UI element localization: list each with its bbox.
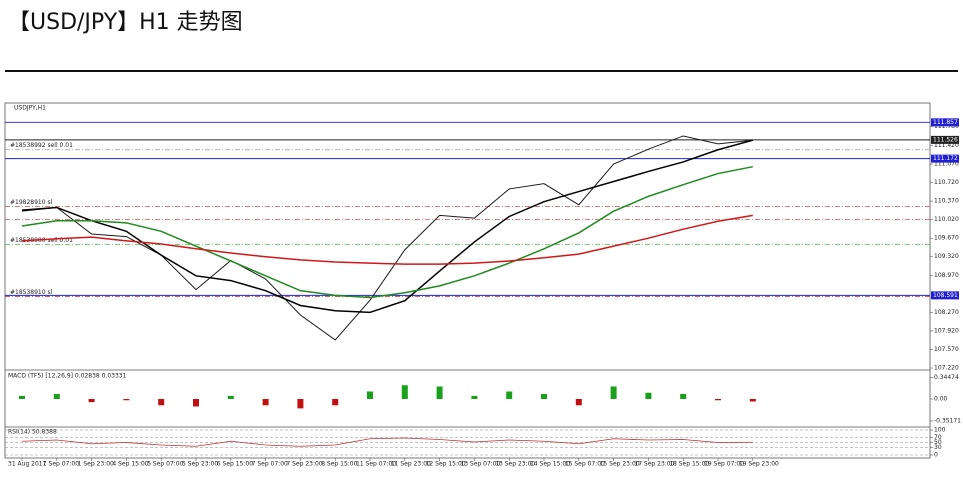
macd-bar bbox=[471, 395, 478, 399]
y-tick-label: 110.020 bbox=[934, 216, 959, 223]
x-tick-label: 5 Sep 23:00 bbox=[182, 461, 218, 468]
level-label: 111.526 bbox=[933, 136, 958, 143]
y-tick-label: 109.670 bbox=[934, 235, 959, 242]
x-tick-label: 12 Sep 15:00 bbox=[426, 461, 466, 468]
title-rule bbox=[5, 70, 958, 72]
macd-bar bbox=[19, 395, 25, 399]
macd-bar bbox=[749, 399, 756, 402]
y-tick-label: 0.34474 bbox=[934, 374, 959, 381]
x-tick-label: 13 Sep 23:00 bbox=[495, 461, 535, 468]
series-line bbox=[21, 165, 753, 299]
y-tick-label: 108.270 bbox=[934, 309, 959, 316]
x-tick-label: 17 Sep 23:00 bbox=[634, 461, 674, 468]
y-tick-label: 109.320 bbox=[934, 253, 959, 260]
order-label: #18538900 sell 0.01 bbox=[10, 237, 73, 244]
level-label: 111.857 bbox=[933, 119, 958, 126]
macd-bar bbox=[123, 399, 130, 401]
macd-bar bbox=[715, 399, 721, 401]
x-tick-label: 19 Sep 23:00 bbox=[739, 461, 779, 468]
macd-bar bbox=[575, 399, 582, 406]
x-tick-label: 4 Sep 15:00 bbox=[112, 461, 148, 468]
y-tick-label: 111.420 bbox=[934, 142, 959, 149]
y-tick-label: 110.720 bbox=[934, 179, 959, 186]
order-label: #18538992 sell 0.01 bbox=[10, 142, 73, 149]
x-tick-label: 19 Sep 07:00 bbox=[704, 461, 744, 468]
order-label: #19828910 sl bbox=[10, 199, 53, 206]
series-line bbox=[21, 214, 753, 265]
level-box bbox=[931, 154, 959, 163]
x-tick-label: 6 Sep 15:00 bbox=[217, 461, 253, 468]
macd-bar bbox=[193, 399, 199, 407]
macd-bar bbox=[610, 386, 617, 399]
y-tick-label: 100 bbox=[934, 427, 946, 434]
series-line bbox=[21, 437, 753, 447]
y-tick-label: 107.570 bbox=[934, 346, 959, 353]
x-tick-label: 15 Sep 23:00 bbox=[600, 461, 640, 468]
y-tick-label: 111.070 bbox=[934, 161, 959, 168]
macd-bar bbox=[680, 394, 687, 399]
macd-bar bbox=[297, 399, 304, 409]
macd-bar bbox=[506, 391, 513, 399]
y-tick-label: 110.370 bbox=[934, 198, 959, 205]
y-tick-label: -0.35171 bbox=[934, 417, 961, 424]
level-box bbox=[931, 291, 959, 300]
y-tick-label: 107.220 bbox=[934, 365, 959, 372]
y-tick-label: 30 bbox=[934, 444, 942, 451]
y-tick-label: 0 bbox=[934, 452, 938, 459]
y-tick-label: 111.780 bbox=[934, 123, 959, 130]
x-tick-label: 11 Sep 07:00 bbox=[356, 461, 396, 468]
y-tick-label: 108.970 bbox=[934, 272, 959, 279]
level-box bbox=[931, 135, 959, 144]
macd-bar bbox=[53, 394, 60, 399]
macd-bar bbox=[227, 395, 234, 399]
level-label: 111.172 bbox=[933, 155, 958, 162]
macd-bar bbox=[262, 399, 269, 406]
rsi-label: RSI(14) 50.8388 bbox=[8, 429, 57, 436]
order-label: #18538910 sl bbox=[10, 289, 53, 296]
y-tick-label: 0.00 bbox=[934, 396, 948, 403]
y-tick-label: 70 bbox=[934, 434, 942, 441]
macd-bar bbox=[158, 399, 165, 406]
level-label: 108.591 bbox=[933, 292, 958, 299]
macd-label: MACD (TF5) [12,26,9] 0.02838 0.03331 bbox=[8, 373, 127, 380]
chart-frame bbox=[4, 102, 931, 459]
x-tick-label: 11 Sep 23:00 bbox=[391, 461, 431, 468]
x-tick-label: 7 Sep 07:00 bbox=[252, 461, 288, 468]
macd-bar bbox=[436, 386, 443, 399]
macd-bar bbox=[88, 399, 95, 403]
x-tick-label: 7 Sep 23:00 bbox=[286, 461, 322, 468]
x-tick-label: 31 Aug 2017 bbox=[8, 461, 47, 468]
y-tick-label: 50 bbox=[934, 439, 942, 446]
macd-bar bbox=[645, 392, 652, 399]
macd-bar bbox=[367, 391, 373, 399]
macd-bar bbox=[332, 399, 339, 406]
x-tick-label: 14 Sep 15:00 bbox=[530, 461, 570, 468]
x-tick-label: 13 Sep 07:00 bbox=[460, 461, 500, 468]
series-line bbox=[21, 139, 753, 314]
series-line bbox=[21, 135, 753, 341]
x-tick-label: 15 Sep 07:00 bbox=[565, 461, 605, 468]
x-tick-label: 18 Sep 15:00 bbox=[669, 461, 709, 468]
macd-bar bbox=[541, 394, 547, 399]
x-tick-label: 5 Sep 07:00 bbox=[147, 461, 183, 468]
page-title: 【USD/JPY】H1 走势图 bbox=[8, 10, 243, 35]
y-tick-label: 107.920 bbox=[934, 327, 959, 334]
macd-bar bbox=[401, 385, 408, 399]
symbol-label: USDJPY,H1 bbox=[14, 105, 46, 112]
x-tick-label: 1 Sep 07:00 bbox=[43, 461, 79, 468]
x-tick-label: 8 Sep 15:00 bbox=[321, 461, 357, 468]
x-tick-label: 1 Sep 23:00 bbox=[78, 461, 114, 468]
level-box bbox=[931, 118, 959, 127]
